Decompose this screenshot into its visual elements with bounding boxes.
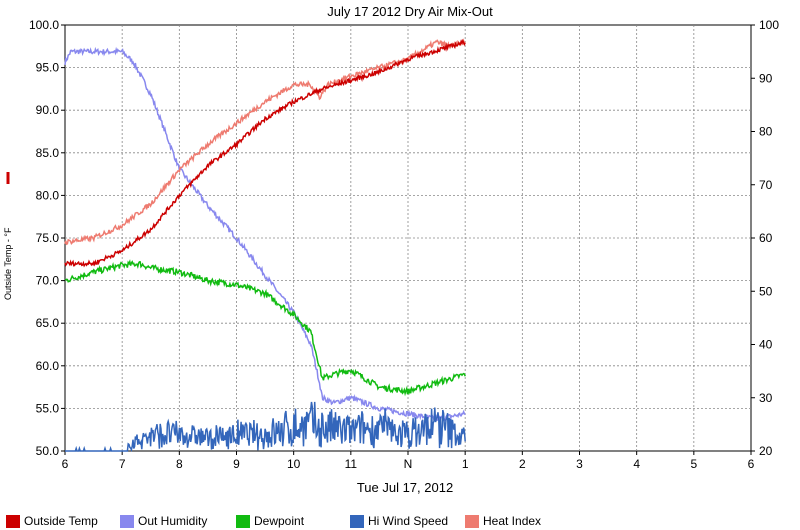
series-group (64, 38, 466, 453)
left-tick-label: 80.0 (36, 188, 60, 202)
chart: July 17 2012 Dry Air Mix-Out 50.0 55.0 60.… (3, 4, 779, 495)
y-axis-left-label: Outside Temp - °F (3, 227, 13, 300)
legend-swatch-out-humidity (120, 514, 134, 528)
left-axis-ticks: 50.0 55.0 60.0 65.0 70.0 75.0 80.0 85.0 90.0 95.0… (29, 18, 65, 458)
right-tick-label: 60 (759, 231, 773, 245)
legend-item-outside-temp[interactable]: Outside Temp (6, 514, 98, 528)
x-tick-label: 3 (576, 457, 583, 471)
legend-label-dewpoint: Dewpoint (254, 514, 305, 528)
left-tick-label: 70.0 (36, 274, 60, 288)
right-tick-label: 100 (759, 18, 779, 32)
legend-swatch-dewpoint (236, 514, 250, 528)
right-tick-label: 80 (759, 125, 773, 139)
x-tick-label: 8 (176, 457, 183, 471)
right-tick-label: 70 (759, 178, 773, 192)
legend-label-out-humidity: Out Humidity (138, 514, 208, 528)
right-axis-ticks: 20 30 40 50 60 70 80 90 100 (751, 18, 779, 458)
left-tick-label: 90.0 (36, 103, 60, 117)
x-tick-label: 2 (519, 457, 526, 471)
x-tick-label: 5 (690, 457, 697, 471)
left-tick-label: 65.0 (36, 316, 60, 330)
legend-label-outside-temp: Outside Temp (24, 514, 98, 528)
x-tick-label: 10 (287, 457, 301, 471)
legend: Outside Temp Out Humidity Dewpoint Hi Wi… (0, 508, 800, 530)
x-tick-label: 9 (233, 457, 240, 471)
chart-title: July 17 2012 Dry Air Mix-Out (327, 4, 493, 19)
series-outside-temp (64, 38, 466, 268)
x-tick-label: N (404, 457, 413, 471)
right-tick-label: 90 (759, 71, 773, 85)
left-tick-label: 75.0 (36, 231, 60, 245)
legend-item-hi-wind-speed[interactable]: Hi Wind Speed (350, 514, 448, 528)
legend-swatch-outside-temp (6, 514, 20, 528)
legend-label-hi-wind-speed: Hi Wind Speed (368, 514, 449, 528)
legend-item-heat-index[interactable]: Heat Index (465, 514, 541, 528)
x-tick-label: 4 (633, 457, 640, 471)
right-tick-label: 30 (759, 391, 773, 405)
x-axis-label: Tue Jul 17, 2012 (357, 480, 453, 495)
x-tick-label: 6 (748, 457, 755, 471)
series-out-humidity (64, 46, 466, 423)
left-tick-label: 60.0 (36, 359, 60, 373)
x-tick-label: 7 (119, 457, 126, 471)
x-tick-label: 11 (345, 457, 358, 471)
series-dewpoint (64, 259, 466, 397)
left-tick-label: 95.0 (36, 61, 60, 75)
left-tick-label: 85.0 (36, 146, 60, 160)
left-tick-label: 55.0 (36, 401, 60, 415)
right-tick-label: 20 (759, 444, 773, 458)
series-heat-index (64, 38, 466, 246)
right-tick-label: 50 (759, 284, 773, 298)
x-tick-label: 1 (462, 457, 469, 471)
grid (65, 25, 751, 451)
left-tick-label: 50.0 (36, 444, 60, 458)
right-tick-label: 40 (759, 338, 773, 352)
legend-swatch-hi-wind-speed (350, 514, 364, 528)
series-hi-wind-speed (65, 401, 466, 453)
x-axis-ticks: 6 7 8 9 10 11 N 1 2 3 4 5 6 (62, 451, 755, 471)
legend-item-dewpoint[interactable]: Dewpoint (236, 514, 304, 528)
legend-item-out-humidity[interactable]: Out Humidity (120, 514, 207, 528)
x-tick-label: 6 (62, 457, 69, 471)
legend-label-heat-index: Heat Index (483, 514, 542, 528)
left-tick-label: 100.0 (29, 18, 59, 32)
legend-swatch-heat-index (465, 514, 479, 528)
